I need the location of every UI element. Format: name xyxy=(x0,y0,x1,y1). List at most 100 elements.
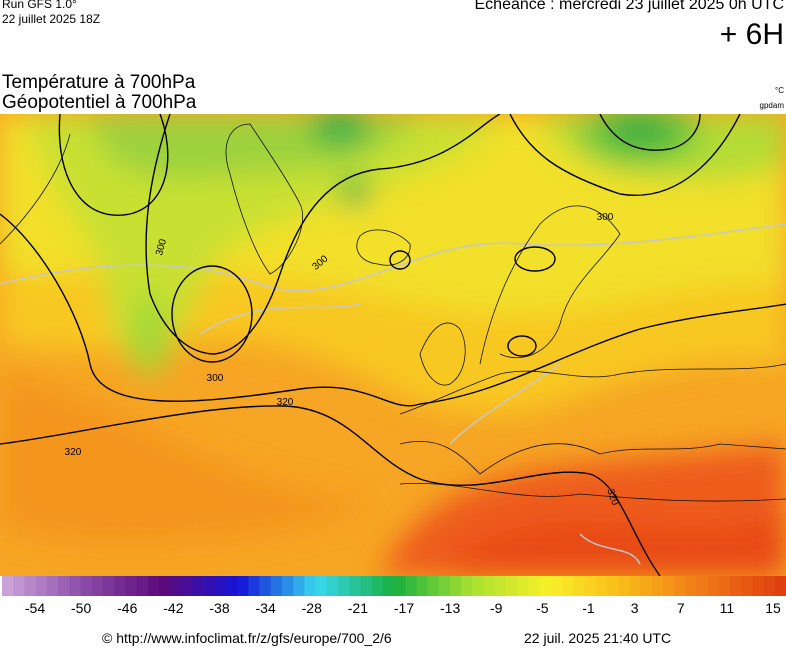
title-geopotential: Géopotentiel à 700hPa xyxy=(2,92,197,113)
colorbar-swatch xyxy=(102,576,115,596)
colorbar-swatch xyxy=(114,576,126,596)
colorbar-swatch xyxy=(304,576,316,596)
colorbar-swatch xyxy=(293,576,305,596)
colorbar-swatch xyxy=(730,576,742,596)
colorbar-swatch xyxy=(405,576,417,596)
colorbar-label: -1 xyxy=(582,600,595,616)
contour-line xyxy=(509,114,741,196)
field-dark-green xyxy=(310,114,370,149)
colorbar-label: 11 xyxy=(720,600,735,616)
colorbar-swatch xyxy=(450,576,462,596)
unit-geopotential: gpdam xyxy=(759,101,784,110)
colorbar-swatch xyxy=(382,576,395,596)
coast-scandinavia xyxy=(479,205,621,365)
coast-britain xyxy=(419,322,466,386)
colorbar-swatch xyxy=(618,576,630,596)
contour-labels: 300 300 300 300 320 320 320 xyxy=(65,212,621,507)
coast-iceland xyxy=(356,229,411,266)
contour-label: 300 xyxy=(597,212,614,223)
colorbar-label: -17 xyxy=(394,600,414,616)
colorbar-label: -42 xyxy=(163,600,183,616)
footer-generated: 22 juil. 2025 21:40 UTC xyxy=(524,630,672,646)
field-dark-green-2 xyxy=(341,176,369,208)
colorbar-swatch xyxy=(58,576,70,596)
colorbar-swatch xyxy=(394,576,406,596)
contour-line xyxy=(389,250,411,270)
colorbar-swatch xyxy=(170,576,182,596)
contour-line xyxy=(145,114,501,355)
colorbar-swatch xyxy=(13,576,25,596)
map: 300 300 300 300 320 320 320 xyxy=(0,114,786,576)
colorbar-label: -5 xyxy=(536,600,549,616)
contour-line xyxy=(514,246,556,272)
colorbar-swatch xyxy=(214,576,227,596)
colorbar-swatch xyxy=(517,576,529,596)
run-label: Run GFS 1.0° xyxy=(2,0,77,11)
colorbar-swatch xyxy=(651,576,664,596)
colorbar-swatch xyxy=(226,576,238,596)
colorbar-swatch xyxy=(562,576,574,596)
colorbar-label: -38 xyxy=(209,600,229,616)
colorbar-swatch xyxy=(192,576,204,596)
contour-line xyxy=(507,335,537,357)
colorbar-swatch xyxy=(237,576,249,596)
colorbar-swatch xyxy=(584,576,596,596)
colorbar-swatch xyxy=(506,576,518,596)
contour-line xyxy=(0,405,661,576)
colorbar-swatch xyxy=(662,576,675,596)
coast-greenland xyxy=(225,123,304,275)
coast-europe xyxy=(399,363,786,415)
colorbar-swatch xyxy=(741,576,753,596)
colorbar-swatch xyxy=(763,576,776,596)
contour-line xyxy=(58,114,169,216)
colorbar-label: -28 xyxy=(302,600,322,616)
valid-time: Echéance : mercredi 23 juillet 2025 0h U… xyxy=(474,0,785,13)
colorbar-swatch xyxy=(528,576,540,596)
colorbar-swatch xyxy=(696,576,708,596)
colorbar-swatch xyxy=(125,576,137,596)
field-dark-green-3 xyxy=(610,118,670,146)
temperature-field xyxy=(0,114,786,576)
colorbar-label: -9 xyxy=(490,600,503,616)
colorbar-swatch xyxy=(360,576,372,596)
colorbar-swatch xyxy=(718,576,731,596)
footer-source: © http://www.infoclimat.fr/z/gfs/europe/… xyxy=(102,630,392,646)
colorbar-swatch xyxy=(606,576,619,596)
geopotential-contours xyxy=(0,114,786,576)
colorbar-label: -13 xyxy=(440,600,460,616)
colorbar-label: 3 xyxy=(631,600,639,616)
contour-label: 300 xyxy=(154,237,169,256)
colorbar-swatch xyxy=(438,576,451,596)
colorbar-swatch xyxy=(80,576,92,596)
colorbar-swatch xyxy=(248,576,260,596)
title-temperature: Température à 700hPa xyxy=(2,72,196,93)
colorbar-swatch xyxy=(483,576,496,596)
isotherms xyxy=(0,223,786,565)
colorbar-swatch xyxy=(752,576,764,596)
colorbar-swatch xyxy=(640,576,652,596)
colorbar-swatch xyxy=(494,576,507,596)
colorbar-swatch xyxy=(91,576,104,596)
colorbar-swatch xyxy=(158,576,171,596)
run-date: 22 juillet 2025 18Z xyxy=(2,12,101,26)
colorbar-swatch xyxy=(685,576,697,596)
colorbar-swatch xyxy=(270,576,283,596)
colorbar-swatch xyxy=(136,576,148,596)
colorbar-label: 15 xyxy=(765,600,781,616)
contour-line xyxy=(599,114,701,151)
colorbar-swatch xyxy=(147,576,160,596)
colorbar-swatch xyxy=(282,576,294,596)
colorbar-swatch xyxy=(326,576,339,596)
contour-line xyxy=(171,265,253,363)
colorbar-swatch xyxy=(46,576,59,596)
colorbar-swatch xyxy=(259,576,272,596)
colorbar-swatch xyxy=(69,576,81,596)
colorbar-swatch xyxy=(35,576,48,596)
colorbar-swatch xyxy=(315,576,328,596)
colorbar-swatch xyxy=(573,576,585,596)
contour-line xyxy=(0,213,786,407)
colorbar-swatch xyxy=(371,576,384,596)
isotherm-line xyxy=(0,223,786,292)
colorbar-swatch xyxy=(550,576,563,596)
